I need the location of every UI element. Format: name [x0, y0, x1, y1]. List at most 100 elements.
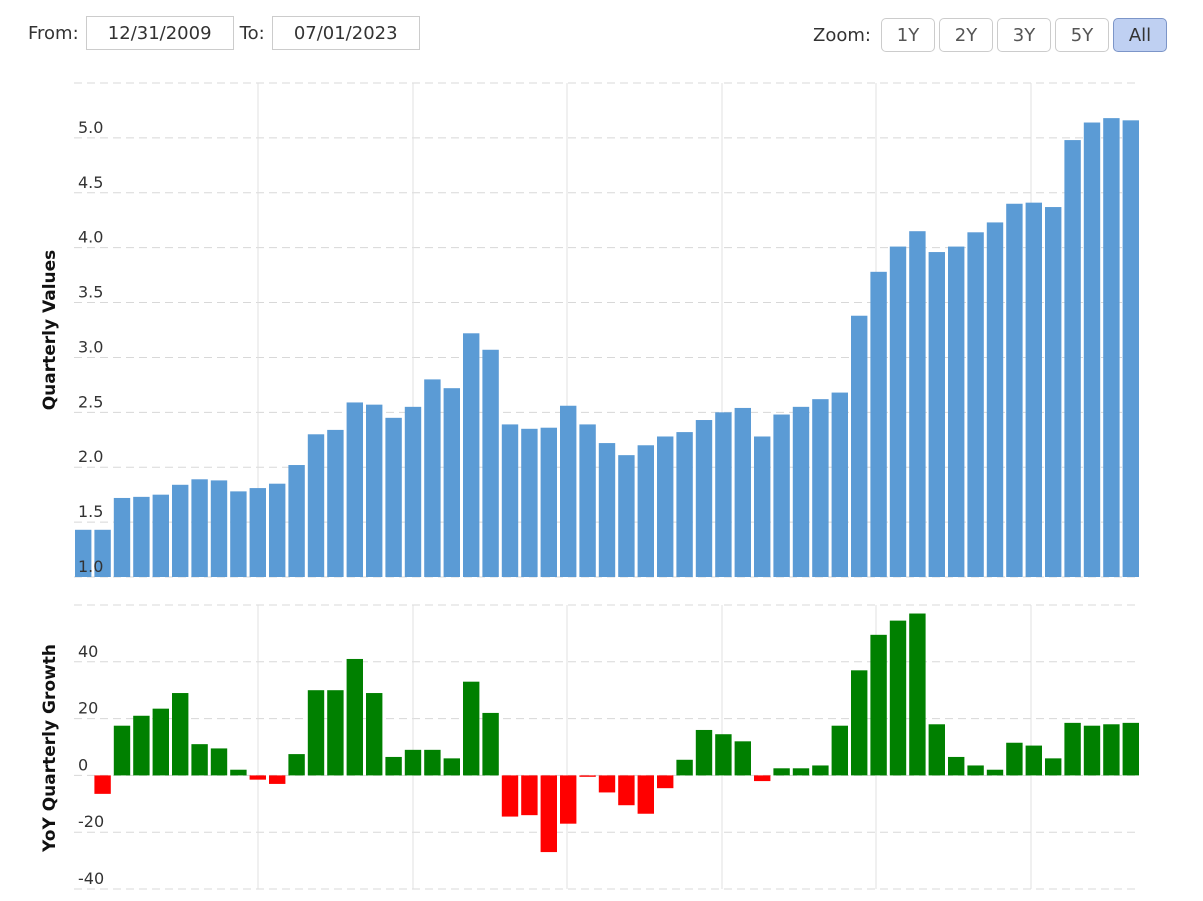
value-bar[interactable]: [637, 445, 654, 577]
value-bar[interactable]: [385, 417, 402, 577]
growth-bar[interactable]: [948, 756, 965, 776]
growth-bar[interactable]: [424, 749, 441, 776]
value-bar[interactable]: [366, 404, 383, 577]
growth-bar[interactable]: [404, 749, 422, 776]
value-bar[interactable]: [618, 455, 635, 577]
growth-bar[interactable]: [1064, 722, 1081, 776]
zoom-5y-button[interactable]: 5Y: [1055, 18, 1109, 52]
value-bar[interactable]: [288, 465, 305, 577]
growth-bar[interactable]: [307, 690, 325, 776]
value-bar[interactable]: [540, 427, 557, 577]
growth-bar[interactable]: [967, 765, 984, 776]
growth-bar[interactable]: [463, 681, 480, 776]
growth-bar[interactable]: [637, 775, 654, 814]
value-bar[interactable]: [560, 405, 577, 577]
value-bar[interactable]: [1064, 140, 1081, 577]
value-bar[interactable]: [133, 496, 150, 577]
value-bar[interactable]: [986, 222, 1004, 577]
zoom-1y-button[interactable]: 1Y: [881, 18, 935, 52]
value-bar[interactable]: [851, 315, 868, 577]
value-bar[interactable]: [579, 424, 596, 577]
growth-bar[interactable]: [152, 708, 169, 776]
growth-bar[interactable]: [521, 775, 538, 816]
growth-bar[interactable]: [928, 724, 945, 776]
value-bar[interactable]: [307, 434, 325, 577]
growth-bar[interactable]: [773, 768, 790, 776]
value-bar[interactable]: [482, 349, 499, 577]
value-bar[interactable]: [657, 436, 674, 577]
value-bar[interactable]: [152, 494, 169, 577]
growth-bar[interactable]: [909, 613, 926, 776]
growth-bar[interactable]: [210, 748, 228, 776]
value-bar[interactable]: [967, 232, 984, 577]
zoom-3y-button[interactable]: 3Y: [997, 18, 1051, 52]
growth-bar[interactable]: [94, 775, 111, 794]
growth-bar[interactable]: [249, 775, 266, 780]
growth-bar[interactable]: [1025, 745, 1042, 776]
growth-bar[interactable]: [1045, 758, 1062, 776]
value-bar[interactable]: [598, 443, 616, 577]
value-bar[interactable]: [1025, 202, 1042, 577]
growth-bar[interactable]: [443, 758, 460, 776]
value-bar[interactable]: [909, 231, 926, 577]
value-bar[interactable]: [1045, 207, 1062, 577]
value-bar[interactable]: [404, 406, 422, 577]
value-bar[interactable]: [792, 406, 810, 577]
growth-bar[interactable]: [269, 775, 286, 784]
value-bar[interactable]: [230, 491, 247, 577]
growth-bar[interactable]: [695, 729, 713, 776]
value-bar[interactable]: [773, 414, 790, 577]
growth-bar[interactable]: [346, 658, 363, 776]
value-bar[interactable]: [754, 436, 771, 577]
value-bar[interactable]: [327, 429, 344, 577]
value-bar[interactable]: [210, 480, 228, 577]
value-bar[interactable]: [889, 246, 907, 577]
growth-bar[interactable]: [482, 712, 499, 776]
value-bar[interactable]: [443, 388, 460, 577]
growth-bar[interactable]: [288, 754, 305, 776]
growth-bar[interactable]: [986, 769, 1004, 776]
value-bar[interactable]: [94, 529, 111, 577]
growth-bar[interactable]: [715, 734, 732, 776]
growth-bar[interactable]: [1122, 722, 1139, 776]
growth-bar[interactable]: [889, 620, 907, 776]
value-bar[interactable]: [870, 271, 887, 577]
value-bar[interactable]: [191, 479, 208, 577]
value-bar[interactable]: [831, 392, 848, 577]
growth-bar[interactable]: [734, 741, 751, 776]
growth-bar[interactable]: [792, 768, 810, 776]
value-bar[interactable]: [1006, 203, 1023, 577]
value-bar[interactable]: [113, 497, 131, 577]
growth-bar[interactable]: [657, 775, 674, 789]
growth-bar[interactable]: [1006, 742, 1023, 776]
value-bar[interactable]: [172, 484, 189, 577]
value-bar[interactable]: [501, 424, 519, 577]
growth-bar[interactable]: [1103, 724, 1120, 776]
value-bar[interactable]: [1083, 122, 1101, 578]
growth-bar[interactable]: [831, 725, 848, 776]
growth-bar[interactable]: [113, 725, 131, 776]
growth-bar[interactable]: [618, 775, 635, 806]
growth-bar[interactable]: [191, 744, 208, 776]
value-bar[interactable]: [249, 488, 266, 577]
value-bar[interactable]: [715, 412, 732, 577]
growth-bar[interactable]: [540, 775, 557, 853]
growth-bar[interactable]: [327, 690, 344, 776]
value-bar[interactable]: [695, 420, 713, 577]
growth-bar[interactable]: [230, 769, 247, 776]
value-bar[interactable]: [424, 379, 441, 577]
growth-bar[interactable]: [1083, 725, 1101, 776]
growth-bar[interactable]: [851, 670, 868, 776]
to-date-input[interactable]: [271, 16, 420, 50]
value-bar[interactable]: [521, 428, 538, 577]
growth-bar[interactable]: [812, 765, 829, 776]
from-date-input[interactable]: [85, 16, 234, 50]
zoom-all-button[interactable]: All: [1113, 18, 1167, 52]
value-bar[interactable]: [676, 432, 693, 577]
growth-bar[interactable]: [598, 775, 616, 793]
value-bar[interactable]: [1103, 118, 1120, 577]
growth-bar[interactable]: [676, 759, 693, 776]
value-bar[interactable]: [75, 529, 92, 577]
growth-bar[interactable]: [385, 756, 402, 776]
value-bar[interactable]: [346, 402, 363, 577]
